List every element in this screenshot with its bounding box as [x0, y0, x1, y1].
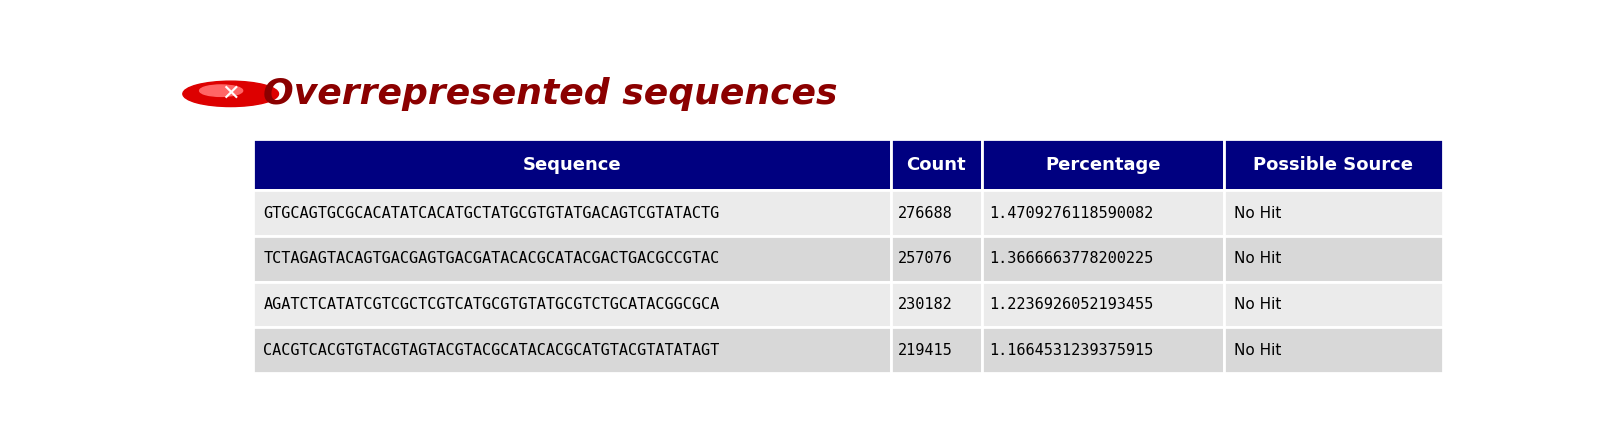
Bar — [1224, 191, 1441, 236]
Bar — [253, 282, 889, 327]
Circle shape — [183, 81, 279, 107]
Bar — [1224, 139, 1441, 191]
Bar — [889, 139, 980, 191]
Text: 1.4709276118590082: 1.4709276118590082 — [988, 206, 1152, 221]
Bar — [889, 191, 980, 236]
Bar — [980, 282, 1224, 327]
Bar — [1224, 236, 1441, 282]
Text: GTGCAGTGCGCACATATCACATGCTATGCGTGTATGACAGTCGTATACTG: GTGCAGTGCGCACATATCACATGCTATGCGTGTATGACAG… — [263, 206, 719, 221]
Text: TCTAGAGTACAGTGACGAGTGACGATACACGCATACGACTGACGCCGTAC: TCTAGAGTACAGTGACGAGTGACGATACACGCATACGACT… — [263, 251, 719, 266]
Text: 1.2236926052193455: 1.2236926052193455 — [988, 297, 1152, 312]
Text: 257076: 257076 — [898, 251, 953, 266]
Text: 1.3666663778200225: 1.3666663778200225 — [988, 251, 1152, 266]
Text: ✕: ✕ — [221, 84, 240, 104]
Text: No Hit: No Hit — [1233, 342, 1281, 358]
Text: 1.1664531239375915: 1.1664531239375915 — [988, 342, 1152, 358]
Bar — [253, 139, 889, 191]
Bar — [980, 191, 1224, 236]
Text: Possible Source: Possible Source — [1253, 156, 1412, 174]
Text: 276688: 276688 — [898, 206, 953, 221]
Text: Overrepresented sequences: Overrepresented sequences — [263, 77, 837, 111]
Bar — [980, 327, 1224, 373]
Text: Sequence: Sequence — [523, 156, 622, 174]
Bar — [253, 236, 889, 282]
Text: No Hit: No Hit — [1233, 251, 1281, 266]
Bar — [889, 236, 980, 282]
Text: AGATCTCATATCGTCGCTCGTCATGCGTGTATGCGTCTGCATACGGCGCA: AGATCTCATATCGTCGCTCGTCATGCGTGTATGCGTCTGC… — [263, 297, 719, 312]
Bar — [889, 282, 980, 327]
Text: No Hit: No Hit — [1233, 297, 1281, 312]
Text: CACGTCACGTGTACGTAGTACGTACGCATACACGCATGTACGTATATAGT: CACGTCACGTGTACGTAGTACGTACGCATACACGCATGTA… — [263, 342, 719, 358]
Bar — [1224, 282, 1441, 327]
Bar — [1224, 327, 1441, 373]
Circle shape — [200, 85, 242, 96]
Bar — [253, 191, 889, 236]
Bar — [980, 139, 1224, 191]
Text: Count: Count — [906, 156, 966, 174]
Bar — [253, 327, 889, 373]
Bar — [980, 236, 1224, 282]
Text: Percentage: Percentage — [1045, 156, 1160, 174]
Bar — [889, 327, 980, 373]
Text: 219415: 219415 — [898, 342, 953, 358]
Text: No Hit: No Hit — [1233, 206, 1281, 221]
Text: 230182: 230182 — [898, 297, 953, 312]
